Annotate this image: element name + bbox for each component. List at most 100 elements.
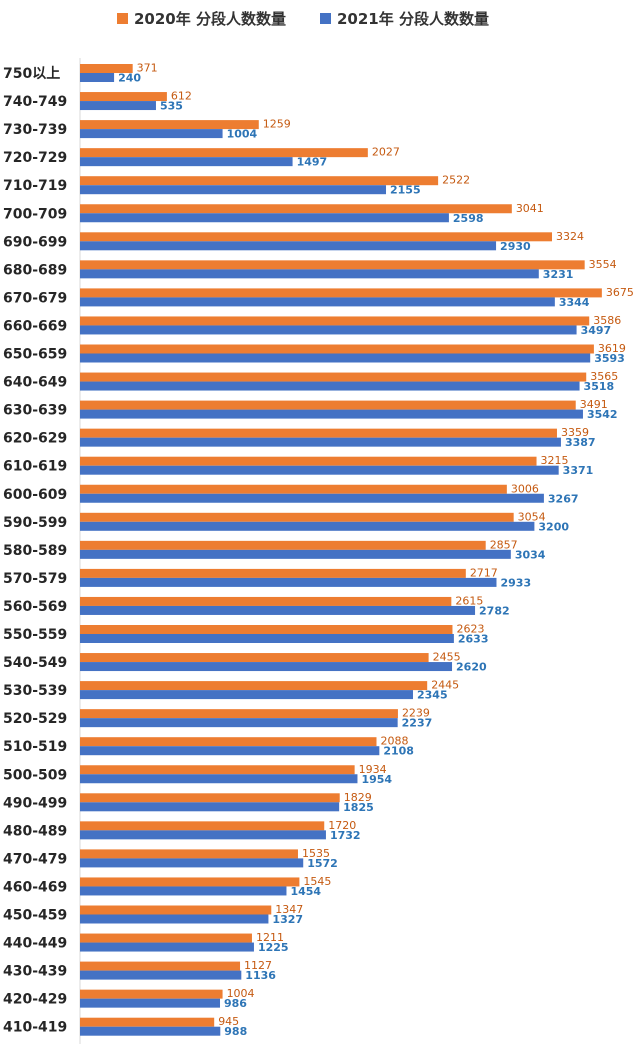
data-label-2021: 240 [118,72,141,85]
data-label-2020: 3215 [541,454,569,467]
category-label: 420-429 [3,992,67,1008]
category-row: 600-609 3006 3267 [3,482,579,505]
data-label-2020: 3324 [556,230,584,243]
data-label-2021: 2930 [500,240,531,253]
category-label: 650-659 [3,347,67,363]
bar-2020 [80,288,602,298]
data-label-2021: 1454 [290,885,321,898]
bar-2020 [80,849,298,859]
bar-2021 [80,577,497,587]
data-label-2021: 1225 [258,941,289,954]
data-label-2020: 945 [218,1015,239,1028]
bar-2020 [80,765,355,775]
bar-2020 [80,316,590,326]
bar-2020 [80,877,300,887]
bar-2021 [80,605,476,615]
bar-2021 [80,437,561,447]
data-label-2020: 3359 [561,426,589,439]
bar-2020 [80,372,587,382]
data-label-2020: 2455 [433,651,461,664]
bar-2021 [80,297,555,307]
data-label-2020: 3619 [598,342,626,355]
data-label-2021: 3593 [594,352,625,365]
bar-2021 [80,802,340,812]
bar-2020 [80,653,429,663]
bar-2020 [80,512,514,522]
data-label-2021: 2933 [500,576,531,589]
bar-2020 [80,709,398,719]
bar-2020 [80,596,452,606]
bar-2021 [80,746,380,756]
bar-2020 [80,625,453,634]
data-label-2021: 3371 [563,464,594,477]
data-label-2020: 2027 [372,146,400,159]
category-label: 640-649 [3,375,67,391]
data-label-2020: 1545 [303,875,331,888]
category-label: 550-559 [3,627,67,643]
data-label-2020: 1934 [359,763,387,776]
category-label: 720-729 [3,150,67,166]
data-label-2021: 986 [224,997,247,1010]
bar-2020 [80,176,439,186]
category-label: 610-619 [3,459,67,475]
data-label-2020: 2615 [455,594,483,607]
bar-2020 [80,204,512,214]
data-label-2021: 535 [160,100,183,113]
legend: 2020年 分段人数数量 2021年 分段人数数量 [117,10,489,28]
bar-2020 [80,737,377,747]
data-label-2020: 2445 [431,679,459,692]
data-label-2021: 3267 [548,492,579,505]
data-label-2020: 371 [137,62,158,75]
bar-2021 [80,942,254,952]
bar-2020 [80,456,537,466]
bar-2020 [80,64,133,73]
bar-2021 [80,662,453,672]
bar-2021 [80,213,449,223]
bar-2021 [80,690,413,700]
data-label-2021: 3034 [515,548,546,561]
category-label: 520-529 [3,711,67,727]
bar-2020 [80,821,325,831]
category-label: 580-589 [3,543,67,559]
legend-swatch-2020 [117,13,128,24]
category-label: 530-539 [3,683,67,699]
category-label: 630-639 [3,403,67,419]
bar-2021 [80,185,387,195]
bar-2020 [80,120,259,130]
bar-2021 [80,970,242,980]
category-label: 670-679 [3,290,67,306]
category-label: 660-669 [3,318,67,334]
category-label: 470-479 [3,851,67,867]
bar-2020 [80,540,486,550]
data-label-2021: 3518 [584,380,615,393]
data-label-2020: 2239 [402,707,430,720]
legend-swatch-2021 [320,13,331,24]
bar-2020 [80,344,594,354]
data-label-2020: 2857 [490,538,518,551]
bar-2020 [80,681,428,691]
bar-2021 [80,353,591,363]
data-label-2021: 1497 [297,156,328,169]
bar-2021 [80,998,221,1008]
category-label: 500-509 [3,767,67,783]
data-label-2021: 3200 [538,520,569,533]
legend-label-2020: 2020年 分段人数数量 [134,10,286,28]
bar-2021 [80,493,544,503]
category-label: 510-519 [3,739,67,755]
bar-2021 [80,269,539,279]
data-label-2020: 3565 [590,370,618,383]
bar-2021 [80,101,156,111]
data-label-2020: 3586 [593,314,621,327]
category-label: 430-439 [3,964,67,980]
category-label: 730-739 [3,122,67,138]
category-label: 740-749 [3,94,67,110]
